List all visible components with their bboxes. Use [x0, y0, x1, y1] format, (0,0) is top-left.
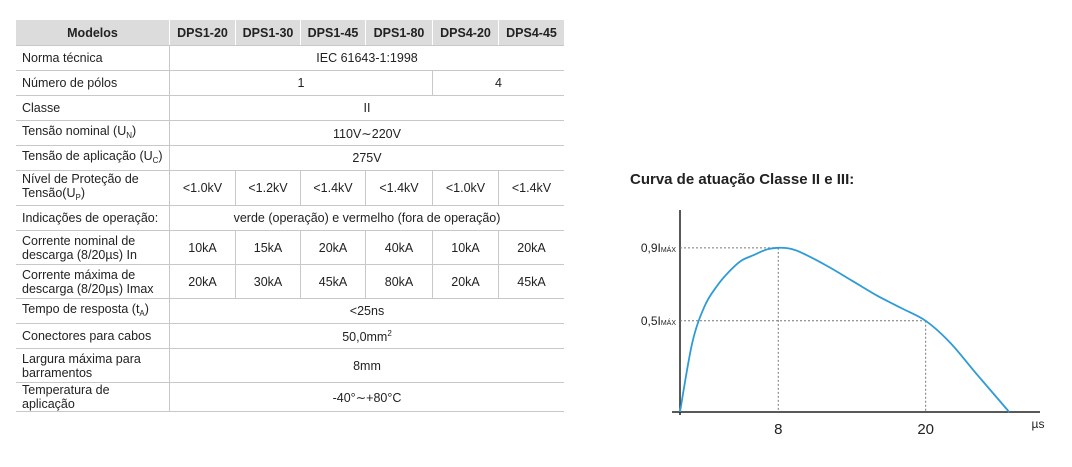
label-temperatura: Temperatura de aplicação	[16, 382, 170, 412]
value-imax-dps1-30: 30kA	[235, 264, 301, 299]
row-corrente-nominal: Corrente nominal de descarga (8/20µs) In …	[16, 230, 564, 265]
value-imax-dps4-20: 20kA	[432, 264, 499, 299]
value-indicacoes: verde (operação) e vermelho (fora de ope…	[169, 205, 564, 231]
label-tensao-aplicacao: Tensão de aplicação (UC)	[16, 145, 170, 171]
value-imax-dps1-45: 45kA	[300, 264, 366, 299]
header-dps1-80: DPS1-80	[365, 20, 433, 46]
value-polos-b: 4	[432, 70, 564, 96]
label-line-1: Corrente nominal de	[22, 233, 136, 248]
value-tensao-aplicacao: 275V	[169, 145, 564, 171]
header-modelos: Modelos	[16, 20, 170, 46]
label-subscript: P	[75, 192, 81, 202]
header-row: Modelos DPS1-20 DPS1-30 DPS1-45 DPS1-80 …	[16, 20, 564, 46]
row-tensao-nominal: Tensão nominal (UN) 110V∼220V	[16, 120, 564, 146]
row-polos: Número de pólos 1 4	[16, 70, 564, 96]
value-in-dps1-20: 10kA	[169, 230, 236, 265]
y-tick-09-sub: MÁX	[661, 245, 677, 254]
row-corrente-maxima: Corrente máxima de descarga (8/20µs) Imax…	[16, 264, 564, 299]
value-in-dps1-30: 15kA	[235, 230, 301, 265]
value-tempo: <25ns	[169, 298, 564, 324]
value-conectores: 50,0mm2	[169, 323, 564, 349]
chart-title: Curva de atuação Classe II e III:	[630, 171, 855, 188]
label-subscript: N	[126, 130, 132, 140]
value-nivel-dps1-30: <1.2kV	[235, 170, 301, 206]
value-nivel-dps1-20: <1.0kV	[169, 170, 236, 206]
curve-series	[679, 246, 1010, 413]
row-largura: Largura máxima para barramentos 8mm	[16, 348, 564, 383]
label-close: )	[158, 148, 163, 163]
label-text: Tensão de aplicação (U	[22, 148, 153, 163]
label-line-2: descarga (8/20µs) Imax	[22, 281, 154, 296]
label-subscript: A	[139, 308, 145, 318]
value-in-dps4-45: 20kA	[498, 230, 564, 265]
row-tensao-aplicacao: Tensão de aplicação (UC) 275V	[16, 145, 564, 171]
label-corrente-maxima: Corrente máxima de descarga (8/20µs) Imax	[16, 264, 170, 299]
x-unit-label: µs	[1032, 417, 1045, 431]
y-tick-05: 0,5IMÁX	[641, 314, 677, 328]
header-dps1-45: DPS1-45	[300, 20, 366, 46]
label-nivel: Nível de Proteção de Tensão(UP)	[16, 170, 170, 206]
label-norma: Norma técnica	[16, 45, 170, 71]
label-polos: Número de pólos	[16, 70, 170, 96]
label-line-2: Tensão(U	[22, 185, 76, 200]
value-tensao-nominal: 110V∼220V	[169, 120, 564, 146]
row-temperatura: Temperatura de aplicação -40°∼+80°C	[16, 382, 564, 412]
label-subscript: C	[152, 155, 159, 165]
row-nivel: Nível de Proteção de Tensão(UP) <1.0kV <1…	[16, 170, 564, 206]
value-in-dps4-20: 10kA	[432, 230, 499, 265]
value-norma: IEC 61643-1:1998	[169, 45, 564, 71]
row-conectores: Conectores para cabos 50,0mm2	[16, 323, 564, 349]
value-polos-a: 1	[169, 70, 433, 96]
header-dps4-45: DPS4-45	[498, 20, 564, 46]
actuation-curve-chart: 0,9IMÁX 0,5IMÁX 8 20 µs	[641, 210, 1045, 438]
value-nivel-dps1-80: <1.4kV	[365, 170, 433, 206]
y-tick-09: 0,9IMÁX	[641, 241, 677, 255]
row-indicacoes: Indicações de operação: verde (operação)…	[16, 205, 564, 231]
value-in-dps1-45: 20kA	[300, 230, 366, 265]
value-imax-dps4-45: 45kA	[498, 264, 564, 299]
row-classe: Classe II	[16, 95, 564, 121]
value-superscript: 2	[387, 328, 392, 338]
value-classe: II	[169, 95, 564, 121]
header-dps1-30: DPS1-30	[235, 20, 301, 46]
header-dps4-20: DPS4-20	[432, 20, 499, 46]
value-nivel-dps1-45: <1.4kV	[300, 170, 366, 206]
label-tempo: Tempo de resposta (tA)	[16, 298, 170, 324]
x-tick-8: 8	[774, 421, 782, 438]
value-imax-dps1-80: 80kA	[365, 264, 433, 299]
label-line-1: Largura máxima para	[22, 351, 141, 366]
label-tensao-nominal: Tensão nominal (UN)	[16, 120, 170, 146]
label-classe: Classe	[16, 95, 170, 121]
label-indicacoes: Indicações de operação:	[16, 205, 170, 231]
label-largura: Largura máxima para barramentos	[16, 348, 170, 383]
y-tick-09-text: 0,9I	[641, 241, 661, 255]
value-in-dps1-80: 40kA	[365, 230, 433, 265]
row-norma: Norma técnica IEC 61643-1:1998	[16, 45, 564, 71]
label-line-2: barramentos	[22, 365, 93, 380]
x-tick-20: 20	[917, 421, 934, 438]
label-line-2: descarga (8/20µs) In	[22, 247, 137, 262]
value-nivel-dps4-45: <1.4kV	[498, 170, 564, 206]
value-text: 50,0mm	[342, 329, 388, 344]
y-tick-05-sub: MÁX	[661, 318, 677, 327]
y-tick-05-text: 0,5I	[641, 314, 661, 328]
label-close: )	[80, 185, 86, 200]
value-imax-dps1-20: 20kA	[169, 264, 236, 299]
label-line-1: Corrente máxima de	[22, 267, 136, 282]
value-largura: 8mm	[169, 348, 564, 383]
row-tempo: Tempo de resposta (tA) <25ns	[16, 298, 564, 324]
header-dps1-20: DPS1-20	[169, 20, 236, 46]
label-text: Tensão nominal (U	[22, 123, 127, 138]
label-close: )	[144, 301, 149, 316]
value-nivel-dps4-20: <1.0kV	[432, 170, 499, 206]
label-text: Tempo de resposta (t	[22, 301, 140, 316]
value-temperatura: -40°∼+80°C	[169, 382, 564, 412]
label-line-1: Nível de Proteção de	[22, 171, 139, 186]
spec-table: Modelos DPS1-20 DPS1-30 DPS1-45 DPS1-80 …	[16, 20, 564, 412]
label-conectores: Conectores para cabos	[16, 323, 170, 349]
label-close: )	[132, 123, 137, 138]
label-corrente-nominal: Corrente nominal de descarga (8/20µs) In	[16, 230, 170, 265]
